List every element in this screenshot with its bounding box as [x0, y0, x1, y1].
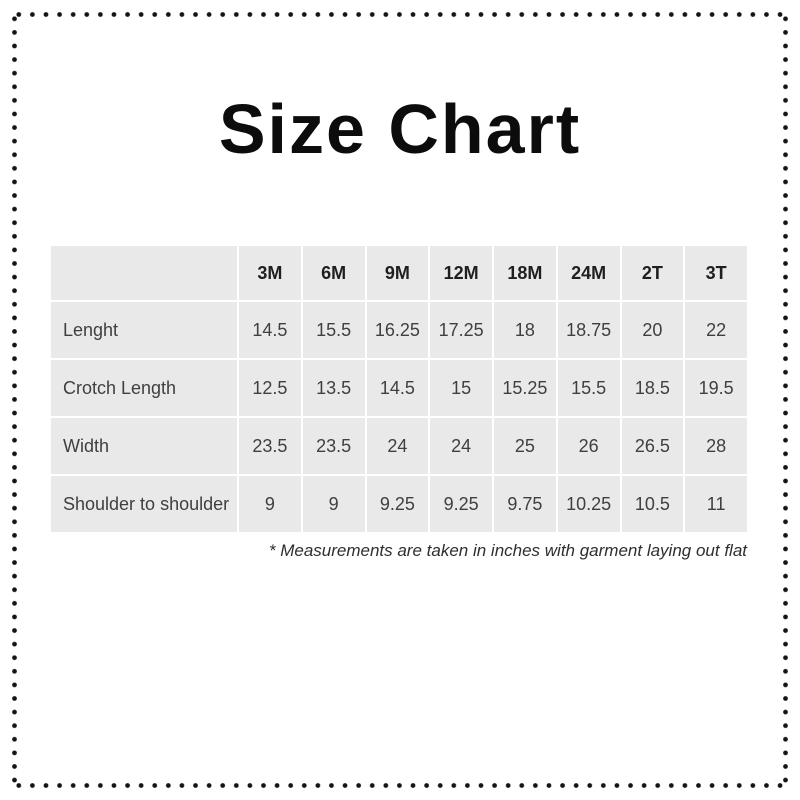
size-chart-table: 3M 6M 9M 12M 18M 24M 2T 3T Lenght 14.5 15.5 16.25 17…	[51, 246, 747, 532]
measurement-cell: 23.5	[302, 418, 365, 474]
page-title: Size Chart	[218, 90, 582, 168]
measurement-cell: 11	[685, 476, 747, 532]
measurement-cell: 28	[685, 418, 747, 474]
column-header-24m: 24M	[557, 246, 620, 300]
measurement-cell: 17.25	[430, 302, 492, 358]
measurement-cell: 15	[430, 360, 492, 416]
measurement-cell: 14.5	[239, 302, 301, 358]
measurement-cell: 13.5	[302, 360, 365, 416]
measurement-cell: 15.5	[302, 302, 365, 358]
measurement-cell: 9.25	[366, 476, 429, 532]
row-label: Shoulder to shoulder	[51, 476, 237, 532]
column-header-2t: 2T	[621, 246, 684, 300]
measurement-cell: 10.5	[621, 476, 684, 532]
measurement-cell: 9.75	[494, 476, 556, 532]
row-label: Crotch Length	[51, 360, 237, 416]
measurement-cell: 18.75	[557, 302, 620, 358]
column-header-18m: 18M	[494, 246, 556, 300]
row-label: Width	[51, 418, 237, 474]
row-label: Lenght	[51, 302, 237, 358]
column-header-6m: 6M	[302, 246, 365, 300]
measurement-cell: 18	[494, 302, 556, 358]
measurement-cell: 9	[239, 476, 301, 532]
measurement-cell: 15.5	[557, 360, 620, 416]
measurement-cell: 14.5	[366, 360, 429, 416]
column-header-3t: 3T	[685, 246, 747, 300]
table-corner-cell	[51, 246, 237, 300]
measurement-cell: 26	[557, 418, 620, 474]
measurement-cell: 24	[366, 418, 429, 474]
measurement-cell: 18.5	[621, 360, 684, 416]
measurement-cell: 22	[685, 302, 747, 358]
measurement-cell: 26.5	[621, 418, 684, 474]
measurement-cell: 10.25	[557, 476, 620, 532]
measurement-cell: 9.25	[430, 476, 492, 532]
measurement-cell: 9	[302, 476, 365, 532]
measurement-cell: 12.5	[239, 360, 301, 416]
measurement-cell: 23.5	[239, 418, 301, 474]
column-header-12m: 12M	[430, 246, 492, 300]
size-chart-section: 3M 6M 9M 12M 18M 24M 2T 3T Lenght 14.5 15.5 16.25 17…	[51, 246, 747, 562]
measurement-cell: 25	[494, 418, 556, 474]
measurement-cell: 20	[621, 302, 684, 358]
measurement-cell: 16.25	[366, 302, 429, 358]
measurements-footnote: * Measurements are taken in inches with …	[268, 541, 747, 560]
measurement-cell: 19.5	[685, 360, 747, 416]
column-header-9m: 9M	[366, 246, 429, 300]
column-header-3m: 3M	[239, 246, 301, 300]
measurement-cell: 15.25	[494, 360, 556, 416]
measurement-cell: 24	[430, 418, 492, 474]
